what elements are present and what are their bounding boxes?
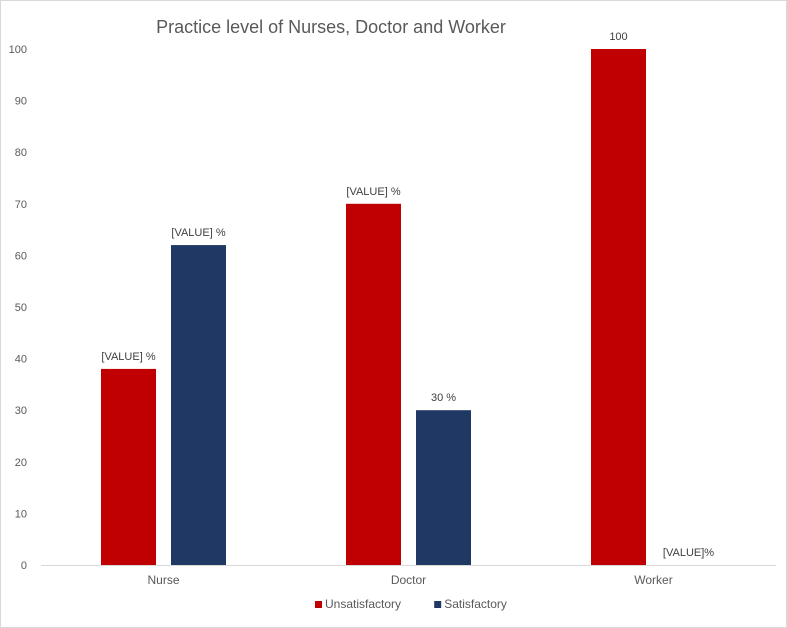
legend-swatch-satisfactory: [434, 601, 442, 608]
data-label: [VALUE] %: [346, 186, 400, 198]
data-label: 30 %: [431, 392, 456, 404]
bar-unsatisfactory-worker: [591, 49, 646, 565]
bar-satisfactory-doctor: [416, 410, 471, 565]
y-tick-label: 20: [15, 457, 27, 469]
y-tick-label: 100: [9, 44, 27, 56]
x-category-label: Doctor: [391, 573, 426, 587]
legend-label-satisfactory: Satisfactory: [444, 597, 507, 611]
y-axis-ticks: 0 10 20 30 40 50 60 70 80 90 100: [9, 44, 27, 572]
bar-satisfactory-nurse: [171, 245, 226, 565]
bars-group: [101, 49, 646, 566]
data-label: [VALUE] %: [171, 227, 225, 239]
data-label: [VALUE]%: [663, 547, 714, 559]
chart-title: Practice level of Nurses, Doctor and Wor…: [156, 17, 506, 37]
y-tick-label: 90: [15, 96, 27, 108]
legend-swatch-unsatisfactory: [315, 601, 322, 608]
legend: Unsatisfactory Satisfactory: [315, 597, 507, 611]
y-tick-label: 60: [15, 250, 27, 262]
y-tick-label: 50: [15, 302, 27, 314]
y-tick-label: 0: [21, 560, 27, 572]
y-tick-label: 30: [15, 405, 27, 417]
x-category-label: Worker: [634, 573, 672, 587]
y-tick-label: 10: [15, 508, 27, 520]
data-label: 100: [609, 31, 627, 43]
bar-unsatisfactory-doctor: [346, 203, 401, 566]
data-labels-group: [VALUE] % [VALUE] % [VALUE] % 30 % 100 [VALUE…: [101, 31, 714, 559]
x-category-label: Nurse: [147, 573, 179, 587]
y-tick-label: 40: [15, 354, 27, 366]
y-tick-label: 70: [15, 199, 27, 211]
y-tick-label: 80: [15, 147, 27, 159]
bar-unsatisfactory-nurse: [101, 368, 156, 565]
legend-label-unsatisfactory: Unsatisfactory: [325, 597, 401, 611]
category-labels: Nurse Doctor Worker: [147, 573, 672, 587]
data-label: [VALUE] %: [101, 351, 155, 363]
